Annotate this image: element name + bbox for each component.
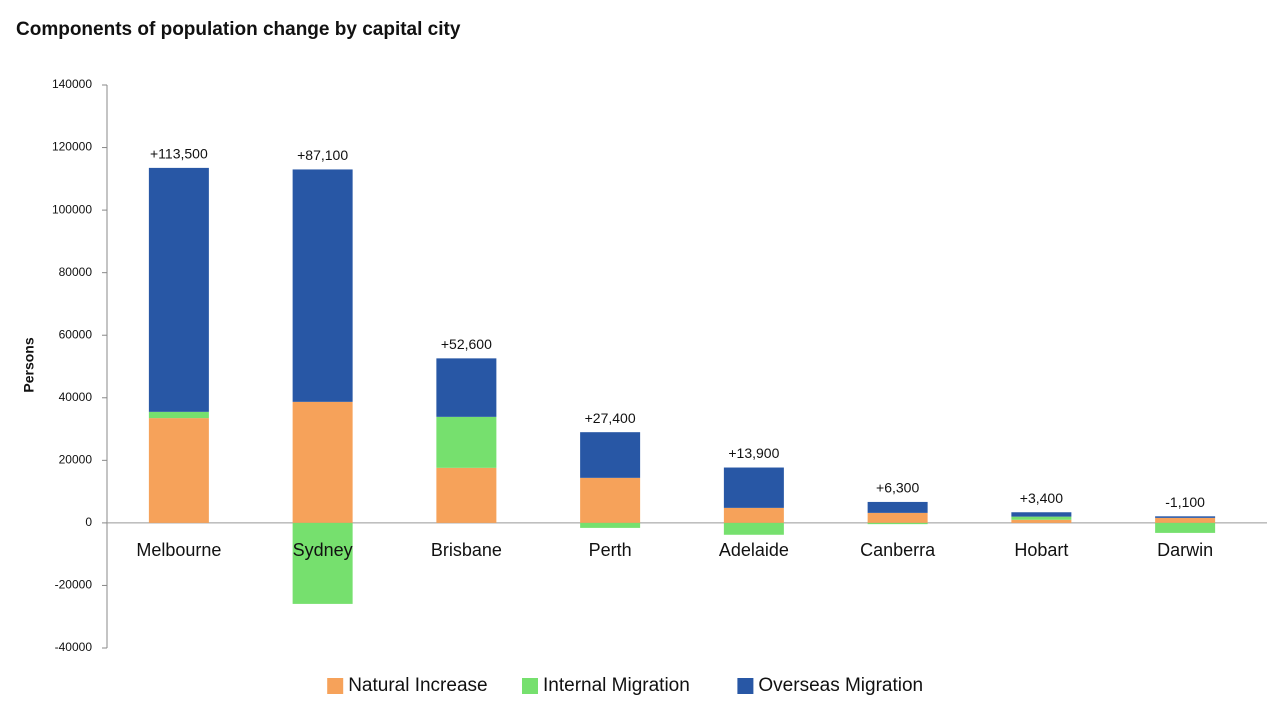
bar-segment [1011,512,1072,517]
legend-label: Natural Increase [348,675,487,696]
y-tick-label: 20000 [59,453,93,467]
bar-segment [1155,522,1216,533]
bar-segment [1155,517,1216,523]
bar-segment [723,522,784,535]
y-tick-label: -20000 [55,578,93,592]
bar-segment [867,512,928,523]
legend-swatch [737,678,754,694]
total-label: +6,300 [876,480,919,496]
y-tick-label: 80000 [59,265,93,279]
bar-segment [867,522,928,525]
bar-segment [436,358,497,417]
x-tick-label: Darwin [1157,540,1213,560]
total-label: +52,600 [441,336,492,352]
x-tick-label: Hobart [1014,540,1068,560]
bar-segment [148,418,209,523]
total-label: +3,400 [1020,490,1063,506]
total-label: +87,100 [297,147,348,163]
x-tick-label: Canberra [860,540,936,560]
y-tick-label: 40000 [59,390,93,404]
bar-segment [292,522,353,604]
bar-segment [723,467,784,508]
bar-segment [292,401,353,523]
x-tick-label: Adelaide [719,540,789,560]
bar-segment [292,169,353,402]
legend-label: Overseas Migration [758,675,923,696]
bar-segment [723,507,784,523]
x-tick-label: Brisbane [431,540,502,560]
bar-segment [867,501,928,513]
x-tick-label: Sydney [293,540,353,560]
y-tick-label: 60000 [59,327,93,341]
y-tick-label: 0 [85,515,92,529]
bar-segment [580,477,641,523]
legend-label: Internal Migration [543,675,690,696]
bar-segment [1011,519,1072,523]
x-tick-label: Perth [589,540,632,560]
bar-segment [148,411,209,419]
bar-segment [1155,516,1216,518]
y-axis-label: Persons [21,337,37,392]
total-label: -1,100 [1165,494,1205,510]
bar-segment [1011,516,1072,520]
total-label: +113,500 [150,146,208,162]
y-tick-label: 120000 [52,140,92,154]
legend-swatch [327,678,344,694]
total-label: +13,900 [728,445,779,461]
x-tick-label: Melbourne [136,540,221,560]
y-tick-label: 140000 [52,77,92,91]
chart-title: Components of population change by capit… [16,19,461,40]
legend-swatch [522,678,538,694]
bar-segment [148,167,209,412]
bar-segment [436,416,497,468]
bar-segment [436,467,497,523]
y-tick-label: -40000 [55,640,93,654]
y-tick-label: 100000 [52,202,92,216]
total-label: +27,400 [585,410,636,426]
bar-segment [580,432,641,478]
bar-segment [580,522,641,528]
